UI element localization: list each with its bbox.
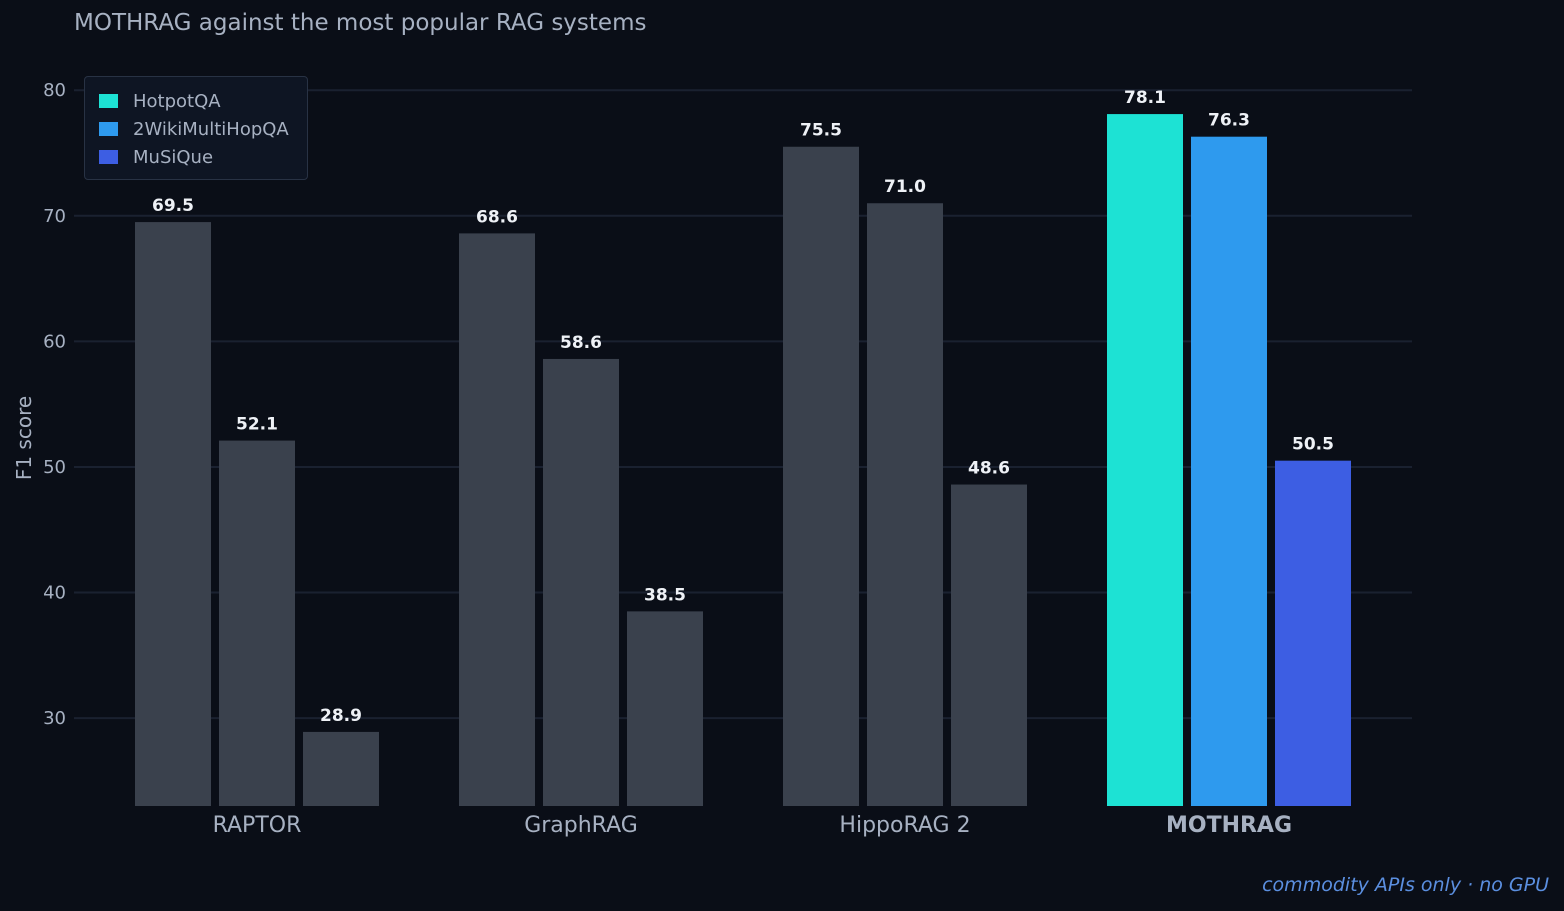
bar-raptor-hotpotqa (135, 222, 211, 806)
data-label-mothrag-musique: 50.5 (1292, 435, 1334, 455)
legend-swatch-2wikimultihopqa (99, 122, 118, 136)
legend-swatch-hotpotqa (99, 94, 118, 108)
bar-graphrag-musique (627, 611, 703, 806)
data-label-graphrag-2wikimultihopqa: 58.6 (560, 333, 602, 353)
bar-hipporag-2-2wikimultihopqa (867, 203, 943, 806)
data-label-raptor-musique: 28.9 (320, 706, 362, 726)
bar-hipporag-2-musique (951, 484, 1027, 806)
x-tick-label-raptor: RAPTOR (213, 813, 302, 838)
bar-hipporag-2-hotpotqa (783, 146, 859, 807)
y-tick-label-40: 40 (43, 583, 66, 604)
bar-graphrag-2wikimultihopqa (543, 358, 619, 806)
footnote-annotation: commodity APIs only · no GPU (1262, 874, 1549, 896)
legend-item-musique: MuSiQue (99, 145, 213, 169)
x-tick-label-mothrag: MOTHRAG (1166, 813, 1292, 838)
y-axis-label: F1 score (12, 395, 36, 481)
legend-label-musique: MuSiQue (133, 146, 214, 168)
bar-raptor-musique (303, 731, 379, 806)
legend-swatch-musique (99, 150, 118, 164)
x-tick-label-hipporag-2: HippoRAG 2 (839, 813, 970, 838)
x-tick-label-graphrag: GraphRAG (524, 813, 638, 838)
bar-mothrag-musique (1275, 460, 1351, 806)
bar-mothrag-hotpotqa (1107, 114, 1183, 807)
y-tick-label-80: 80 (43, 80, 66, 101)
y-tick-label-30: 30 (43, 708, 66, 729)
chart-title: MOTHRAG against the most popular RAG sys… (74, 10, 647, 36)
data-label-hipporag-2-musique: 48.6 (968, 459, 1010, 479)
data-label-mothrag-2wikimultihopqa: 76.3 (1208, 111, 1250, 131)
legend-label-hotpotqa: HotpotQA (133, 90, 221, 112)
y-tick-label-60: 60 (43, 331, 66, 352)
legend-label-2wikimultihopqa: 2WikiMultiHopQA (133, 118, 289, 140)
legend-item-2wikimultihopqa: 2WikiMultiHopQA (99, 117, 289, 141)
legend: HotpotQA 2WikiMultiHopQA MuSiQue (84, 76, 308, 180)
data-label-graphrag-hotpotqa: 68.6 (476, 207, 518, 227)
data-label-raptor-hotpotqa: 69.5 (152, 196, 194, 216)
data-label-graphrag-musique: 38.5 (644, 585, 686, 605)
legend-item-hotpotqa: HotpotQA (99, 89, 221, 113)
bar-graphrag-hotpotqa (459, 233, 535, 806)
y-tick-label-50: 50 (43, 457, 66, 478)
data-label-hipporag-2-hotpotqa: 75.5 (800, 121, 842, 141)
data-label-raptor-2wikimultihopqa: 52.1 (236, 415, 278, 435)
data-label-mothrag-hotpotqa: 78.1 (1124, 88, 1166, 108)
bar-mothrag-2wikimultihopqa (1191, 136, 1267, 807)
data-label-hipporag-2-2wikimultihopqa: 71.0 (884, 177, 926, 197)
y-tick-label-70: 70 (43, 206, 66, 227)
bar-raptor-2wikimultihopqa (219, 440, 295, 806)
